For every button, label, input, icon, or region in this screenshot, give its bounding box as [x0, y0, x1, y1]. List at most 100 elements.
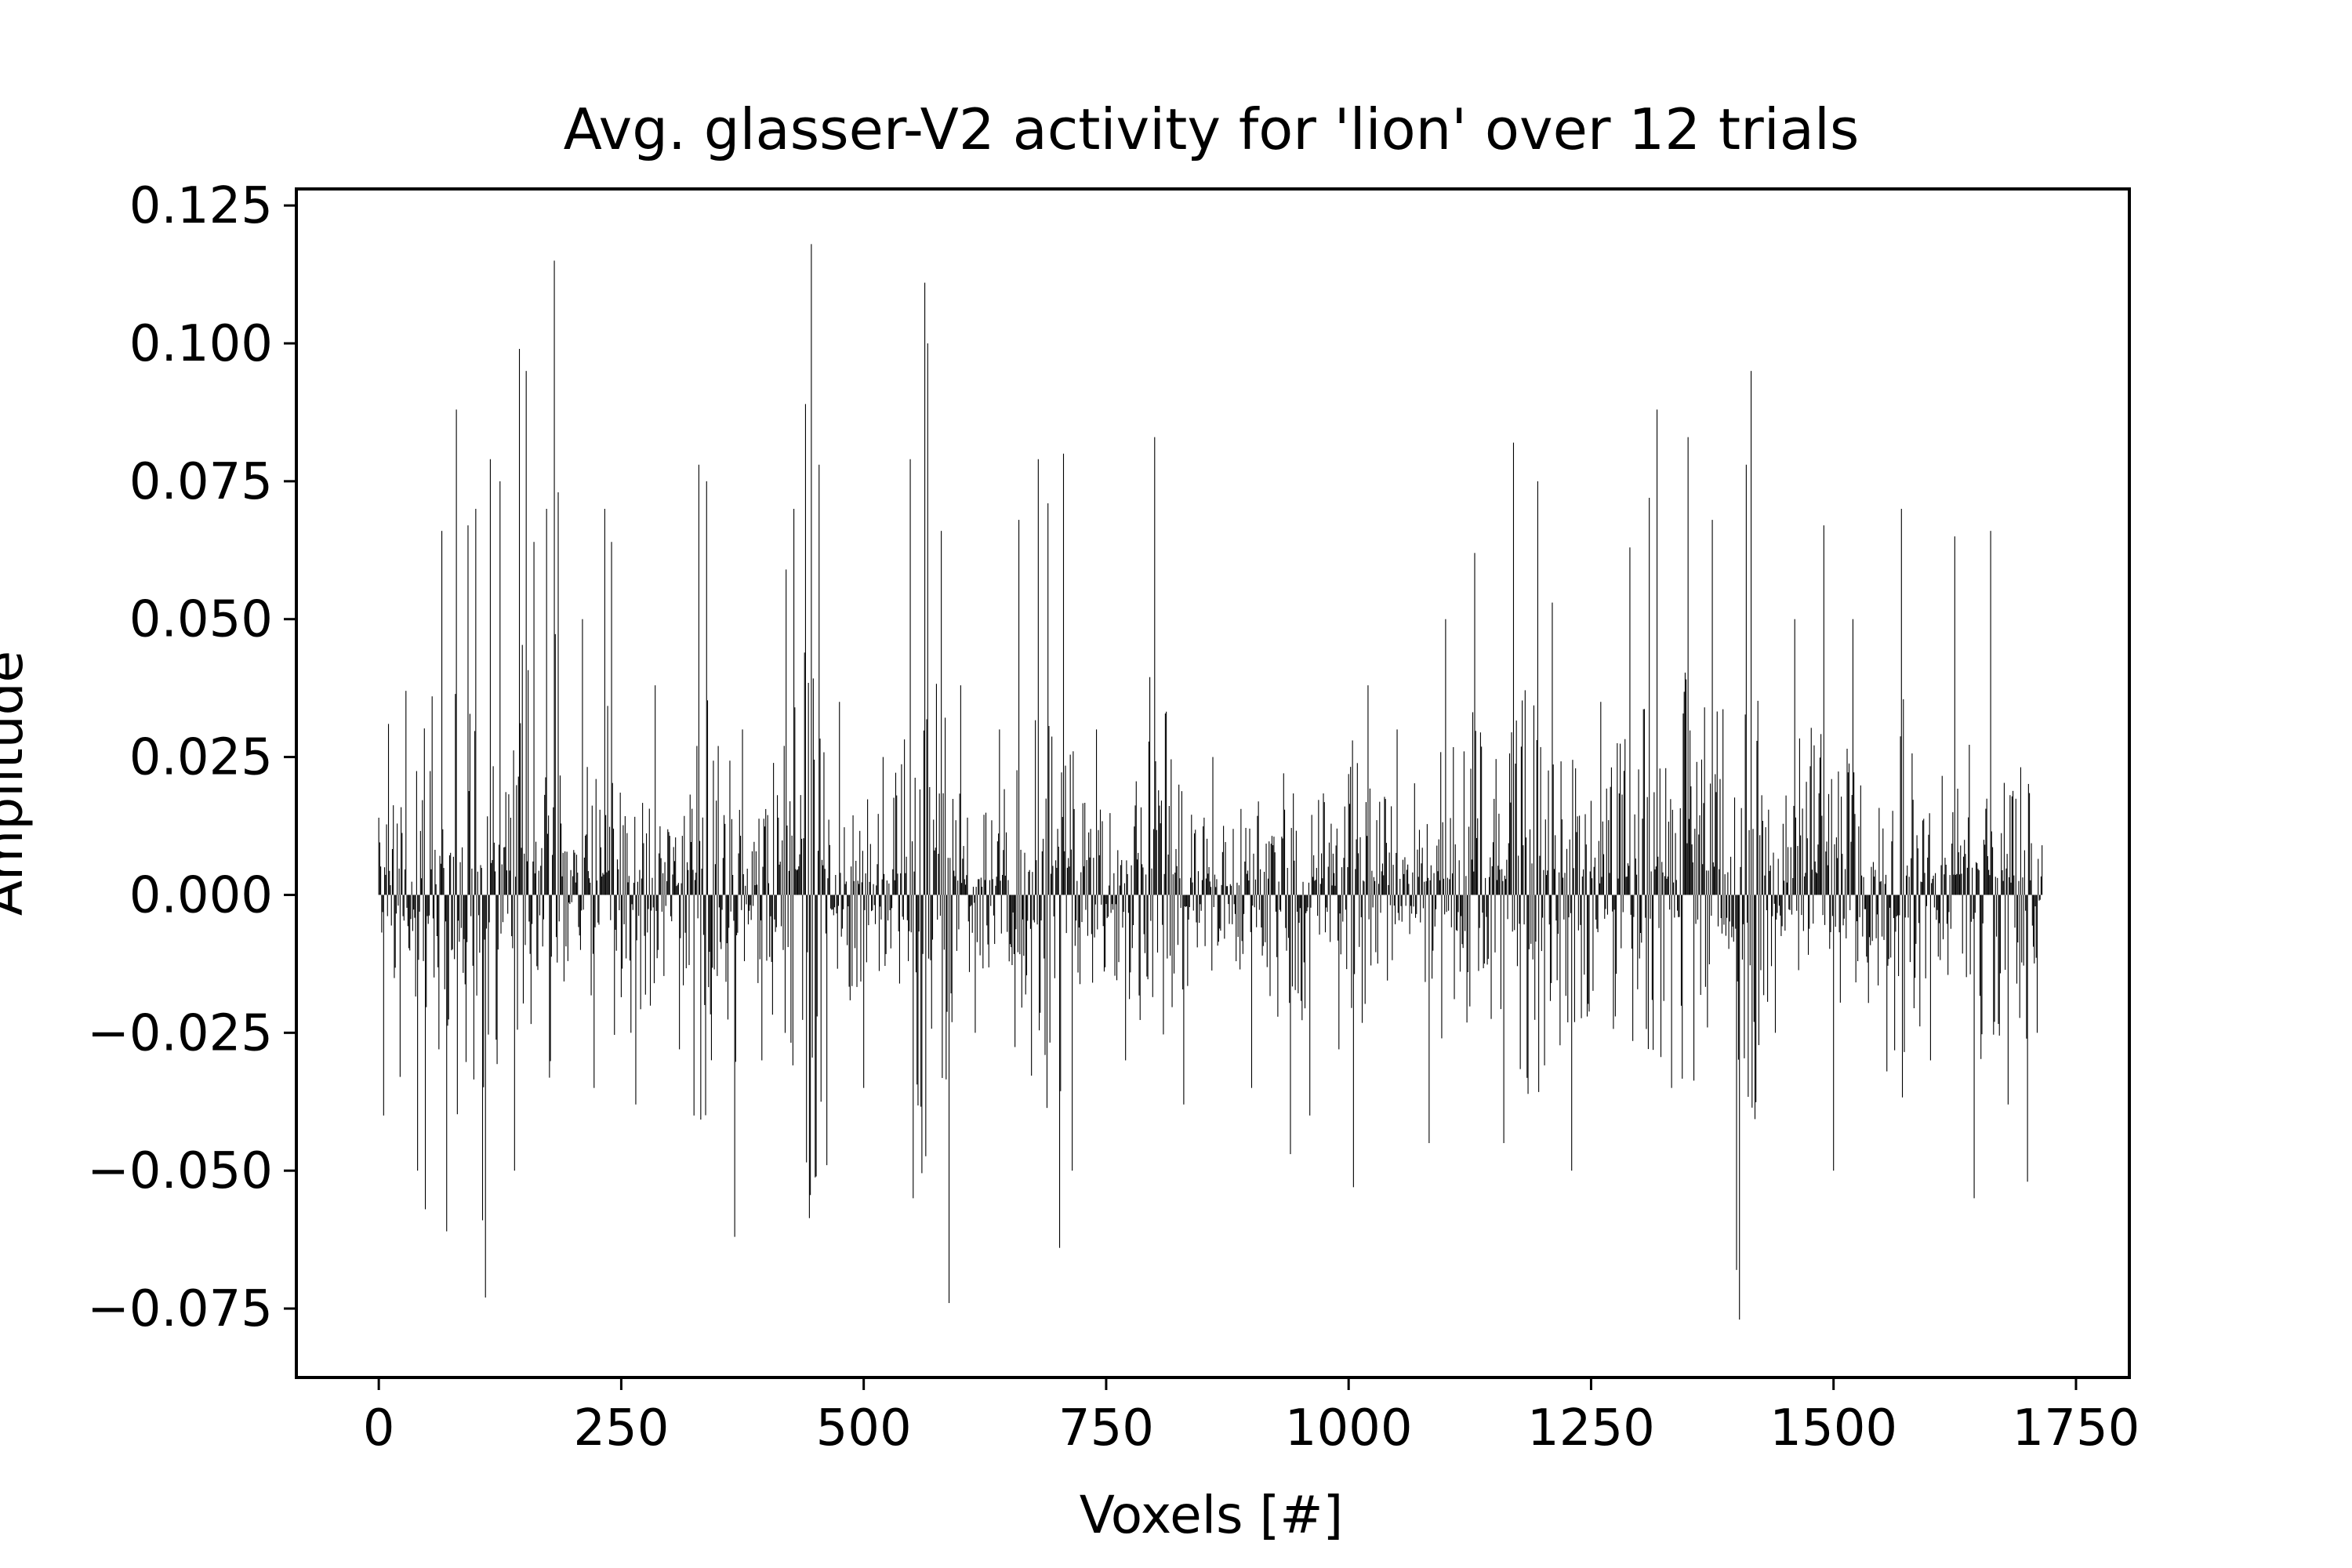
voxel-bar	[1880, 880, 1882, 895]
voxel-bar	[506, 870, 507, 895]
voxel-bar	[1492, 842, 1494, 895]
voxel-bar	[1549, 895, 1552, 1001]
voxel-bar	[1269, 895, 1271, 996]
voxel-bar	[775, 895, 776, 932]
voxel-bar	[1976, 862, 1978, 895]
voxel-bar	[1642, 709, 1644, 895]
voxel-bar	[1740, 808, 1742, 895]
voxel-bar	[1838, 895, 1840, 933]
voxel-bar	[389, 870, 390, 895]
voxel-bar	[1007, 880, 1009, 895]
voxel-bar	[898, 895, 899, 931]
voxel-bar	[1434, 895, 1436, 927]
voxel-bar	[1216, 879, 1218, 895]
voxel-bar	[1806, 838, 1808, 895]
voxel-bar	[1348, 804, 1350, 895]
voxel-bar	[1117, 850, 1119, 895]
voxel-bar	[868, 895, 869, 926]
voxel-bar	[2021, 895, 2023, 963]
voxel-bar	[652, 895, 654, 908]
voxel-bar	[895, 772, 897, 895]
voxel-bar	[1395, 895, 1396, 924]
voxel-bar	[1833, 895, 1835, 1171]
voxel-bar	[689, 794, 691, 895]
voxel-bar	[898, 895, 900, 984]
voxel-bar	[1418, 829, 1421, 895]
voxel-bar	[1868, 895, 1871, 938]
voxel-bar	[864, 895, 866, 910]
voxel-bar	[728, 895, 730, 928]
voxel-bar	[1658, 895, 1660, 928]
voxel-bar	[1700, 759, 1703, 895]
voxel-bar	[1768, 809, 1769, 895]
voxel-bar	[956, 895, 957, 951]
voxel-bar	[539, 895, 541, 916]
voxel-bar	[1600, 702, 1602, 895]
voxel-bar	[630, 895, 632, 1033]
voxel-bar	[1551, 895, 1552, 983]
voxel-bar	[740, 836, 742, 895]
voxel-bar	[1590, 800, 1592, 895]
voxel-bar	[1028, 871, 1029, 895]
voxel-bar	[1168, 805, 1170, 895]
voxel-bar	[460, 895, 462, 928]
voxel-bar	[555, 895, 557, 938]
voxel-bar	[1410, 895, 1411, 906]
voxel-bar	[1143, 895, 1145, 935]
voxel-bar	[532, 861, 534, 895]
voxel-bar	[771, 895, 773, 1015]
voxel-bar	[1822, 895, 1824, 916]
voxel-bar	[1238, 885, 1240, 895]
voxel-bar	[441, 531, 443, 895]
voxel-bar	[1820, 734, 1822, 895]
voxel-bar	[535, 841, 537, 895]
voxel-bar	[1675, 880, 1677, 895]
voxel-bar	[1156, 829, 1157, 895]
voxel-bar	[746, 869, 748, 895]
x-tick-label: 1000	[1285, 1399, 1413, 1457]
voxel-bar	[928, 895, 930, 959]
voxel-bar	[962, 858, 964, 895]
voxel-bar	[1555, 895, 1557, 921]
voxel-bar	[1324, 895, 1327, 933]
voxel-bar	[1446, 877, 1448, 895]
voxel-bar	[1687, 437, 1689, 895]
voxel-bar	[1112, 895, 1114, 910]
voxel-bar	[1093, 858, 1094, 895]
voxel-bar	[516, 785, 517, 895]
voxel-bar	[1469, 895, 1471, 1007]
voxel-bar	[1114, 895, 1116, 976]
voxel-bar	[550, 895, 552, 957]
voxel-bar	[1099, 809, 1102, 895]
voxel-bar	[1400, 895, 1402, 906]
voxel-bar	[1241, 895, 1243, 942]
voxel-bar	[1715, 792, 1717, 895]
voxel-bar	[1279, 895, 1280, 910]
voxel-bar	[591, 805, 593, 895]
voxel-bar	[1138, 895, 1140, 996]
voxel-bar	[418, 895, 419, 960]
voxel-bar	[422, 800, 423, 895]
voxel-bar	[1258, 895, 1260, 910]
voxel-bar	[824, 869, 826, 895]
voxel-bar	[914, 778, 916, 895]
voxel-bar	[1457, 895, 1459, 913]
voxel-bar	[585, 835, 586, 895]
voxel-bar	[1650, 871, 1652, 895]
voxel-bar	[816, 895, 818, 1017]
voxel-bar	[1737, 895, 1740, 1060]
voxel-bar	[1716, 711, 1718, 895]
voxel-bar	[1606, 788, 1607, 895]
y-axis-label: Amplitude	[0, 651, 34, 916]
voxel-bar	[691, 808, 693, 895]
voxel-bar	[1759, 835, 1761, 895]
voxel-bar	[968, 895, 971, 972]
voxel-bar	[1919, 895, 1921, 1027]
voxel-bar	[480, 865, 481, 895]
voxel-bar	[799, 854, 800, 895]
voxel-bar	[1142, 867, 1144, 895]
voxel-bar	[503, 847, 505, 895]
voxel-bar	[1580, 895, 1581, 925]
voxel-bar	[1205, 878, 1207, 895]
voxel-bar	[1620, 743, 1621, 895]
